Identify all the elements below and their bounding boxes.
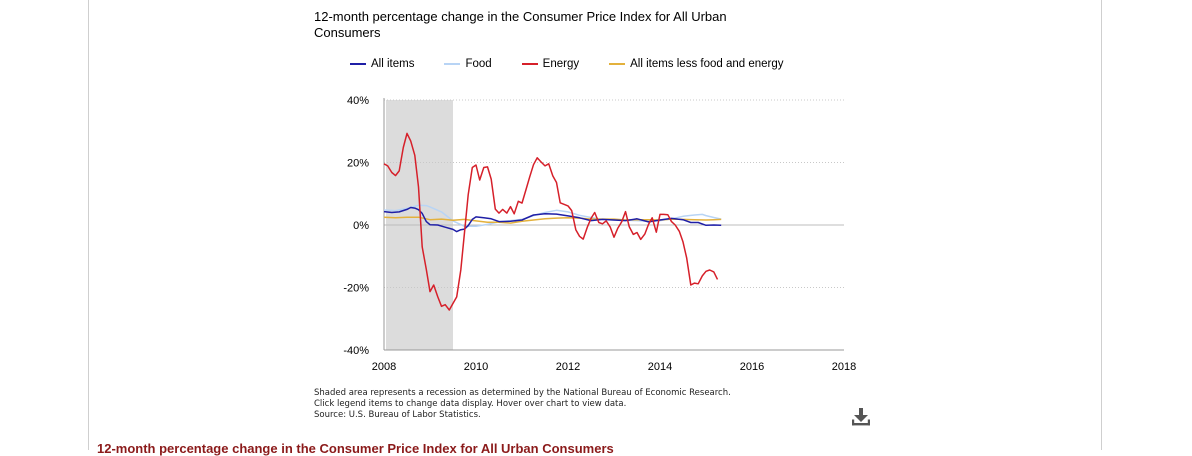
page-frame-left-border <box>88 0 89 450</box>
legend-label-all-items: All items <box>371 58 415 70</box>
series-line-energy <box>383 132 719 311</box>
legend-item-food[interactable]: Food <box>444 58 492 70</box>
x-tick-label: 2018 <box>832 361 856 373</box>
legend-swatch-food <box>444 63 461 65</box>
legend-item-all-items[interactable]: All items <box>350 58 414 70</box>
y-tick-label: -20% <box>343 283 369 295</box>
y-tick-label: 0% <box>353 220 369 232</box>
series-line-food <box>383 204 722 228</box>
legend-item-energy[interactable]: Energy <box>521 58 580 70</box>
y-tick-label: -40% <box>343 345 369 357</box>
chart-title: 12-month percentage change in the Consum… <box>314 9 727 40</box>
legend-swatch-energy <box>521 63 538 65</box>
legend-item-core[interactable]: All items less food and energy <box>609 58 784 70</box>
chart-notes: Shaded area represents a recession as de… <box>314 388 731 421</box>
page-frame-right-border <box>1101 0 1102 450</box>
x-tick-label: 2010 <box>464 361 488 373</box>
y-tick-label: 20% <box>347 158 369 170</box>
note-source: Source: U.S. Bureau of Labor Statistics. <box>314 410 481 420</box>
legend-label-food: Food <box>465 58 492 70</box>
download-button[interactable] <box>849 406 873 428</box>
note-legend-hint: Click legend items to change data displa… <box>314 399 627 409</box>
x-tick-label: 2008 <box>372 361 396 373</box>
x-tick-label: 2014 <box>648 361 672 373</box>
x-tick-label: 2012 <box>556 361 580 373</box>
note-recession: Shaded area represents a recession as de… <box>314 388 731 398</box>
legend-label-energy: Energy <box>542 58 580 70</box>
chart-legend: All items Food Energy All items less foo… <box>350 56 814 72</box>
legend-swatch-all-items <box>350 63 366 65</box>
legend-label-core: All items less food and energy <box>630 58 784 70</box>
section-heading: 12-month percentage change in the Consum… <box>97 441 614 456</box>
y-tick-label: 40% <box>347 95 369 107</box>
legend-swatch-core <box>609 63 626 65</box>
x-tick-label: 2016 <box>740 361 764 373</box>
series-line-all-items <box>383 206 722 233</box>
download-icon <box>852 408 870 426</box>
